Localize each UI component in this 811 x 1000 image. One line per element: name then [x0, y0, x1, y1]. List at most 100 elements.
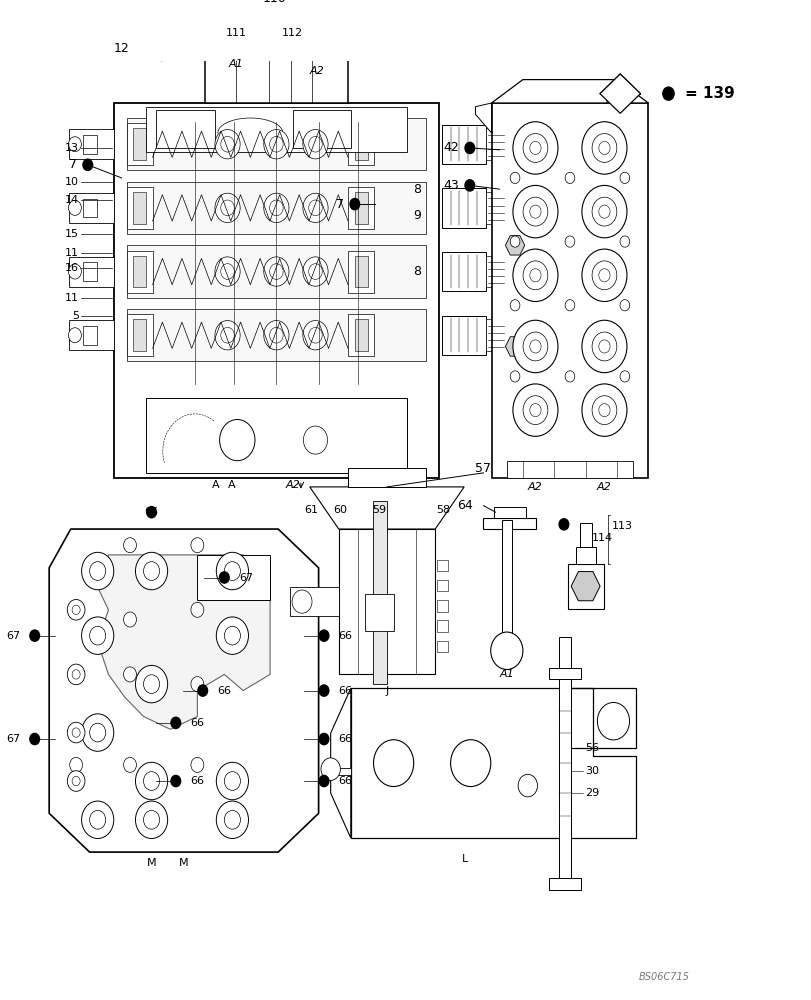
Text: 5: 5	[72, 311, 79, 321]
Circle shape	[269, 136, 283, 152]
Circle shape	[216, 552, 248, 590]
Bar	[485, 192, 505, 224]
Text: A2: A2	[596, 482, 611, 492]
Text: 56: 56	[584, 743, 599, 753]
Circle shape	[320, 758, 340, 780]
Circle shape	[522, 261, 547, 290]
Circle shape	[509, 300, 519, 311]
Bar	[485, 128, 505, 160]
Text: 114: 114	[591, 533, 612, 543]
Text: 16: 16	[65, 263, 79, 273]
Circle shape	[224, 810, 240, 829]
Bar	[436, 560, 448, 571]
Bar	[348, 314, 374, 356]
Circle shape	[123, 667, 136, 682]
Bar	[127, 182, 426, 234]
Polygon shape	[570, 572, 599, 601]
Circle shape	[269, 264, 283, 279]
Circle shape	[81, 801, 114, 839]
Bar	[354, 319, 367, 351]
Bar	[575, 547, 595, 564]
Text: 67: 67	[6, 631, 20, 641]
Circle shape	[72, 728, 80, 737]
Bar	[146, 398, 406, 473]
Text: A1: A1	[229, 59, 243, 69]
Bar	[548, 878, 581, 890]
Text: 111: 111	[225, 28, 247, 38]
Circle shape	[221, 136, 234, 152]
Bar	[127, 118, 426, 170]
Circle shape	[319, 630, 328, 641]
Circle shape	[308, 136, 322, 152]
Text: L: L	[461, 854, 467, 864]
Circle shape	[72, 605, 80, 614]
Bar	[127, 314, 152, 356]
Circle shape	[123, 612, 136, 627]
Text: 7: 7	[69, 158, 77, 171]
Polygon shape	[49, 529, 318, 852]
Bar	[548, 668, 581, 679]
Circle shape	[269, 327, 283, 343]
Circle shape	[191, 677, 204, 692]
Circle shape	[598, 404, 609, 417]
Circle shape	[620, 172, 629, 184]
Circle shape	[598, 269, 609, 282]
Text: 66: 66	[338, 631, 352, 641]
Text: BS06C715: BS06C715	[638, 972, 689, 982]
Circle shape	[620, 371, 629, 382]
Text: M: M	[147, 858, 157, 868]
Text: 67: 67	[6, 734, 20, 744]
Circle shape	[598, 205, 609, 218]
Circle shape	[564, 172, 574, 184]
Circle shape	[135, 762, 167, 800]
Circle shape	[135, 552, 167, 590]
Circle shape	[597, 702, 629, 740]
Circle shape	[529, 404, 540, 417]
Circle shape	[529, 269, 540, 282]
Circle shape	[308, 327, 322, 343]
Circle shape	[465, 180, 474, 191]
Circle shape	[581, 320, 626, 373]
Text: 66: 66	[190, 718, 204, 728]
Circle shape	[171, 775, 180, 787]
Circle shape	[81, 552, 114, 590]
Text: 66: 66	[190, 776, 204, 786]
Text: 13: 13	[65, 143, 79, 153]
Bar	[485, 256, 505, 287]
Circle shape	[67, 771, 85, 791]
Circle shape	[591, 332, 616, 361]
Polygon shape	[97, 555, 270, 729]
Bar	[114, 103, 439, 478]
Circle shape	[70, 602, 83, 617]
Circle shape	[68, 137, 81, 152]
Circle shape	[373, 740, 414, 787]
Circle shape	[591, 197, 616, 226]
Circle shape	[221, 200, 234, 216]
Text: 15: 15	[65, 229, 79, 239]
Circle shape	[70, 667, 83, 682]
Circle shape	[450, 740, 490, 787]
Circle shape	[70, 757, 83, 772]
Circle shape	[191, 538, 204, 553]
Circle shape	[308, 264, 322, 279]
Bar	[436, 600, 448, 612]
Circle shape	[264, 130, 289, 159]
Bar	[436, 580, 448, 591]
Bar	[567, 564, 603, 609]
Text: A1: A1	[499, 669, 513, 679]
Text: 66: 66	[338, 734, 352, 744]
Text: A: A	[228, 480, 235, 490]
Circle shape	[123, 538, 136, 553]
Bar	[579, 523, 591, 547]
Circle shape	[81, 617, 114, 654]
Text: KIT: KIT	[615, 83, 624, 88]
Text: 60: 60	[333, 505, 347, 515]
Circle shape	[72, 670, 80, 679]
Circle shape	[83, 159, 92, 170]
Circle shape	[513, 320, 557, 373]
Circle shape	[292, 590, 311, 613]
Text: 66: 66	[144, 507, 158, 517]
Text: 67: 67	[238, 573, 252, 583]
Text: 66: 66	[217, 686, 231, 696]
Circle shape	[67, 664, 85, 685]
